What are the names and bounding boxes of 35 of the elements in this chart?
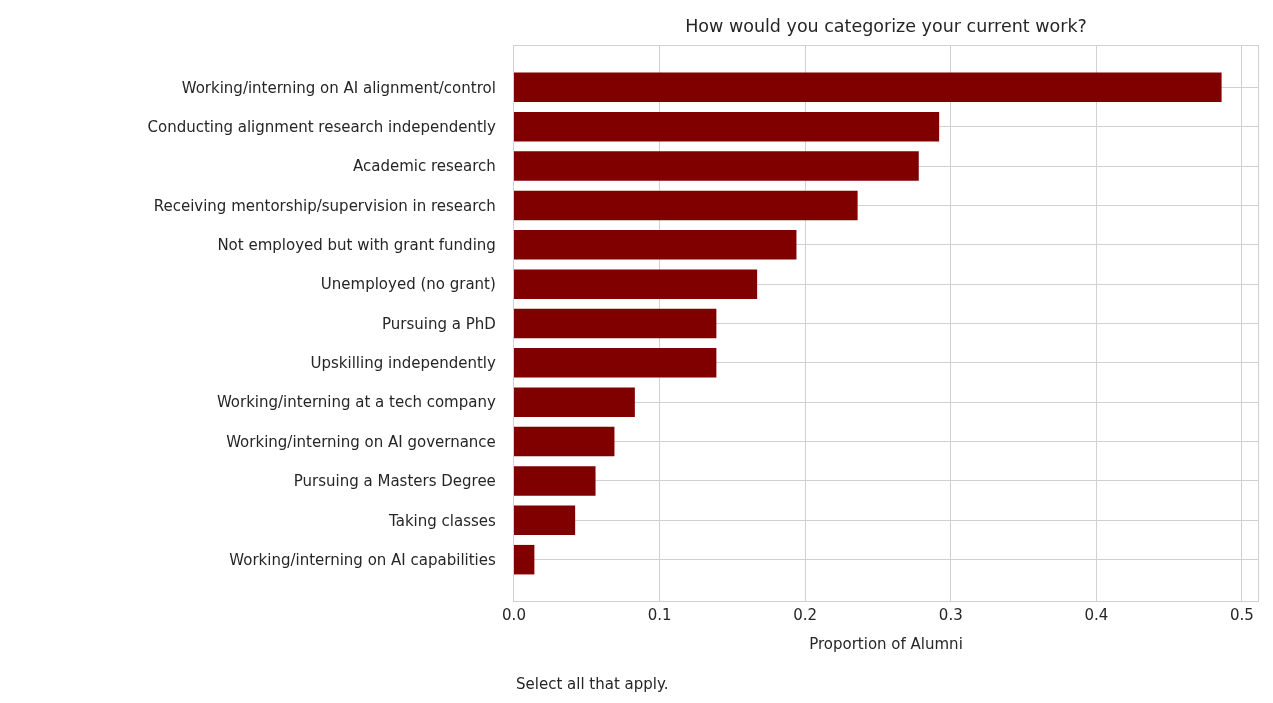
bar — [514, 308, 717, 339]
chart-title: How would you categorize your current work? — [685, 16, 1087, 37]
bar — [514, 151, 919, 181]
y-tick-label: Upskilling independently — [310, 354, 496, 373]
y-tick-label: Unemployed (no grant) — [320, 275, 496, 294]
y-tick-label: Pursuing a PhD — [382, 314, 496, 333]
y-tick-label: Receiving mentorship/supervision in research — [153, 196, 496, 215]
bar — [514, 544, 535, 575]
bar — [514, 190, 858, 221]
text: Select all that apply. — [516, 675, 669, 693]
y-tick-label: Not employed but with grant funding — [217, 236, 496, 255]
x-tick-label: 0.0 — [502, 606, 526, 625]
x-tick-label: 0.1 — [647, 606, 672, 625]
y-tick-label: Conducting alignment research independently — [147, 117, 496, 136]
x-tick-label: 0.2 — [793, 606, 818, 625]
bar — [514, 72, 1222, 103]
x-tick-label: 0.5 — [1230, 606, 1254, 625]
bar — [514, 426, 615, 457]
bar — [514, 505, 576, 536]
y-tick-label: Academic research — [352, 157, 496, 176]
y-tick-label: Working/interning on AI capabilities — [229, 550, 497, 569]
x-tick-label: 0.4 — [1084, 606, 1109, 625]
x-tick-label: 0.3 — [938, 606, 963, 625]
y-tick-label: Pursuing a Masters Degree — [293, 472, 496, 491]
bar — [514, 387, 635, 417]
y-tick-label: Taking classes — [388, 511, 497, 530]
bar — [514, 111, 940, 142]
bar — [514, 269, 758, 299]
bar — [514, 466, 596, 496]
bar — [514, 348, 717, 378]
y-tick-label: Working/interning on AI alignment/control — [181, 78, 496, 97]
y-tick-label: Working/interning at a tech company — [216, 393, 496, 412]
x-axis-title: Proportion of Alumni — [809, 635, 963, 654]
y-tick-label: Working/interning on AI governance — [226, 432, 496, 451]
bar — [514, 230, 797, 260]
